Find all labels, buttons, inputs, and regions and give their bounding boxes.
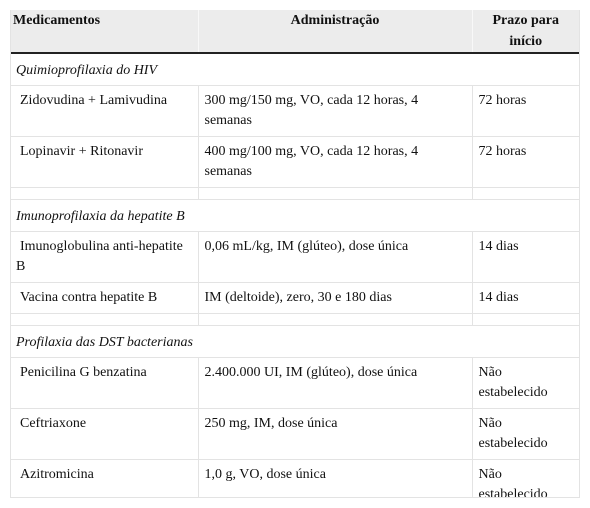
cell-prazo: Não estabelecido [471,458,579,497]
prophylaxis-table: Medicamentos Administração Prazo para in… [11,10,579,497]
table-row: Lopinavir + Ritonavir 400 mg/100 mg, VO,… [11,135,579,187]
cell-medicamento-text: Imunoglobulina anti-hepatite B [16,238,183,274]
cell-prazo: 72 horas [471,84,579,136]
cell-medicamento: Imunoglobulina anti-hepatite B [11,230,198,282]
section-row-hiv: Quimioprofilaxia do HIV [11,52,579,85]
table-row: Vacina contra hepatite B IM (deltoide), … [11,281,579,313]
cell-medicamento: Ceftriaxone [11,407,198,459]
header-administracao: Administração [197,10,472,54]
cell-administracao: 250 mg, IM, dose única [197,407,472,459]
cell-administracao: IM (deltoide), zero, 30 e 180 dias [197,281,472,313]
cell-prazo: Não estabelecido [471,407,579,459]
cell-administracao: 0,06 mL/kg, IM (glúteo), dose única [197,230,472,282]
section-title: Quimioprofilaxia do HIV [11,52,579,85]
table-row: Azitromicina 1,0 g, VO, dose única Não e… [11,458,579,497]
cell-prazo: 14 dias [471,281,579,313]
table-row: Zidovudina + Lamivudina 300 mg/150 mg, V… [11,84,579,136]
cell-medicamento: Penicilina G benzatina [11,356,198,408]
header-prazo: Prazo para início [471,10,579,54]
table-row: Imunoglobulina anti-hepatite B 0,06 mL/k… [11,230,579,282]
section-title: Imunoprofilaxia da hepatite B [11,198,579,231]
table-row: Penicilina G benzatina 2.400.000 UI, IM … [11,356,579,408]
spacer-row [11,312,579,325]
cell-medicamento: Zidovudina + Lamivudina [11,84,198,136]
header-row: Medicamentos Administração Prazo para in… [11,10,579,54]
cell-administracao: 1,0 g, VO, dose única [197,458,472,497]
cell-administracao: 400 mg/100 mg, VO, cada 12 horas, 4 sema… [197,135,472,187]
cell-medicamento: Lopinavir + Ritonavir [11,135,198,187]
cell-prazo: 72 horas [471,135,579,187]
cell-medicamento: Azitromicina [11,458,198,497]
cell-prazo: Não estabelecido [471,356,579,408]
header-medicamentos: Medicamentos [11,10,198,54]
table-row: Ceftriaxone 250 mg, IM, dose única Não e… [11,407,579,459]
section-row-hepatite-b: Imunoprofilaxia da hepatite B [11,198,579,231]
spacer-row [11,186,579,199]
cell-administracao: 300 mg/150 mg, VO, cada 12 horas, 4 sema… [197,84,472,136]
table-header: Medicamentos Administração Prazo para in… [11,10,579,54]
cell-prazo: 14 dias [471,230,579,282]
prophylaxis-table-container: Medicamentos Administração Prazo para in… [10,10,580,498]
cell-medicamento: Vacina contra hepatite B [11,281,198,313]
section-title: Profilaxia das DST bacterianas [11,324,579,357]
table-body: Quimioprofilaxia do HIV Zidovudina + Lam… [11,52,579,497]
cell-administracao: 2.400.000 UI, IM (glúteo), dose única [197,356,472,408]
section-row-dst: Profilaxia das DST bacterianas [11,324,579,357]
